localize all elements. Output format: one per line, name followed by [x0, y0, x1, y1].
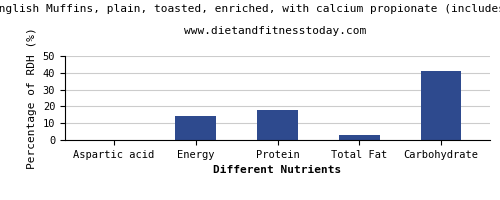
- Bar: [420, 71, 462, 140]
- Y-axis label: Percentage of RDH (%): Percentage of RDH (%): [27, 27, 37, 169]
- Bar: [176, 116, 216, 140]
- Bar: [257, 110, 298, 140]
- Bar: [339, 135, 380, 140]
- X-axis label: Different Nutrients: Different Nutrients: [214, 165, 342, 175]
- Text: www.dietandfitnesstoday.com: www.dietandfitnesstoday.com: [184, 26, 366, 36]
- Text: English Muffins, plain, toasted, enriched, with calcium propionate (includes sou: English Muffins, plain, toasted, enriche…: [0, 4, 500, 14]
